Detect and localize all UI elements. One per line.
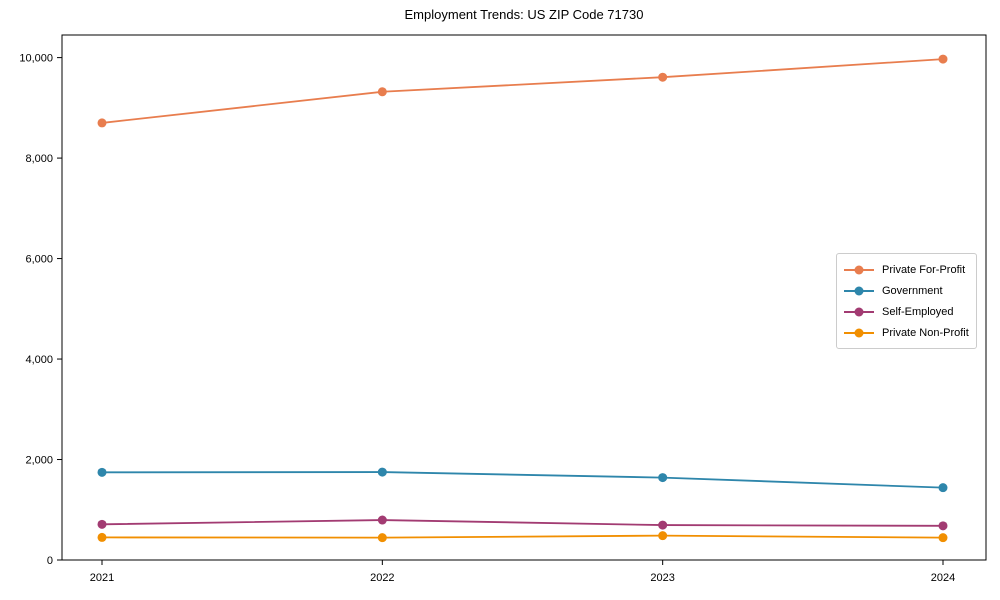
legend-marker-dot [854, 265, 864, 274]
data-point-marker [97, 519, 107, 529]
x-tick-label: 2024 [931, 572, 955, 584]
series-line-private-non-profit [101, 534, 944, 539]
data-point-marker [377, 87, 387, 97]
y-tick-label: 8,000 [25, 153, 53, 165]
data-point-marker [938, 483, 948, 493]
legend-label: Private For-Profit [882, 263, 966, 276]
data-point-marker [658, 72, 668, 82]
series-line-self-employed [101, 519, 944, 527]
data-point-marker [658, 473, 668, 483]
data-point-marker [938, 533, 948, 543]
legend-label: Self-Employed [882, 305, 954, 318]
x-tick-label: 2023 [650, 572, 674, 584]
legend-swatch [844, 264, 874, 276]
legend-swatch [844, 306, 874, 318]
y-tick-label: 10,000 [19, 53, 53, 65]
series-line-private-for-profit [101, 58, 944, 124]
y-tick-label: 2,000 [25, 455, 53, 467]
legend-swatch [844, 327, 874, 339]
y-tick-label: 0 [47, 555, 53, 567]
data-point-marker [377, 515, 387, 525]
legend-label: Private Non-Profit [882, 326, 969, 339]
legend-marker-dot [854, 307, 864, 316]
data-point-marker [658, 531, 668, 541]
data-point-marker [377, 533, 387, 543]
legend-item: Self-Employed [844, 301, 969, 322]
legend-item: Private For-Profit [844, 259, 969, 280]
legend-marker-dot [854, 286, 864, 295]
data-point-marker [377, 467, 387, 477]
legend-item: Private Non-Profit [844, 322, 969, 343]
data-point-marker [97, 532, 107, 542]
legend-swatch [844, 285, 874, 297]
data-point-marker [938, 521, 948, 531]
legend-label: Government [882, 284, 943, 297]
x-tick-label: 2021 [90, 572, 114, 584]
data-point-marker [97, 467, 107, 477]
x-tick-label: 2022 [370, 572, 394, 584]
y-tick-label: 6,000 [25, 254, 53, 266]
chart-title: Employment Trends: US ZIP Code 71730 [404, 7, 644, 22]
series-line-government [101, 471, 944, 489]
data-point-marker [658, 520, 668, 530]
legend-marker-dot [854, 328, 864, 337]
axes-frame [61, 34, 987, 561]
legend-item: Government [844, 280, 969, 301]
data-point-marker [938, 54, 948, 64]
y-tick-label: 4,000 [25, 354, 53, 366]
data-point-marker [97, 118, 107, 128]
legend: Private For-Profit Government Self-Employe… [836, 253, 977, 349]
